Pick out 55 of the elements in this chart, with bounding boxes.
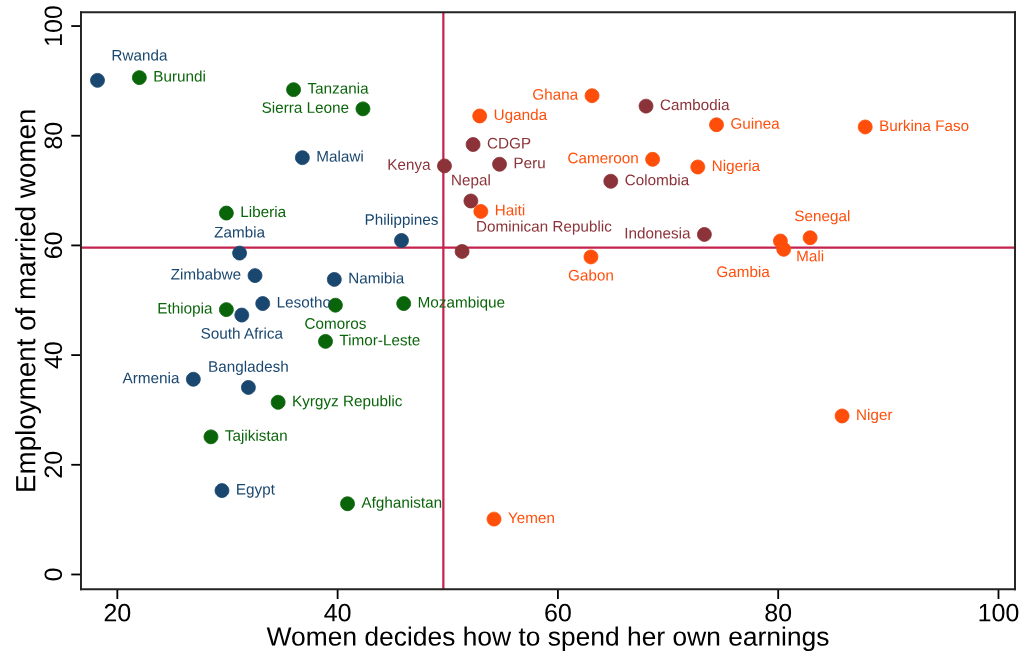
annotation: Kenya [388,159,431,174]
annotation: Ghana [533,88,579,100]
annotation: CDGP [487,137,531,149]
annotation: Nigeria [712,159,761,175]
annotation: Timor-Leste [339,334,420,346]
annotation: Senegal [794,210,850,225]
annotation: Peru [514,157,545,169]
annotation: Cambodia [660,98,730,111]
annotation: Zimbabwe [171,268,241,280]
y-tick-label: 100 [44,6,63,45]
annotation: Gabon [568,269,613,281]
x-tick-label: 40 [324,603,351,622]
annotation: Bangladesh [209,360,288,375]
y-tick-label: 20 [44,451,63,478]
annotation: Namibia [349,272,405,284]
annotation: Zambia [214,226,266,238]
annotation: Dominican Republic [477,220,612,235]
annotation: Sierra Leone [262,101,349,113]
annotation: Egypt [237,484,275,498]
annotation: Yemen [508,512,554,524]
x-tick-label: 100 [979,603,1019,622]
x-tick-label: 20 [104,603,131,622]
annotation: Tanzania [307,82,369,94]
annotation: Kyrgyz Republic [293,395,403,410]
annotation: Rwanda [112,49,168,61]
annotation: Cameroon [568,152,638,164]
y-tick-label: 60 [44,232,63,259]
y-tick-label: 80 [44,122,63,149]
annotation: Philippines [365,213,438,228]
x-axis-title: Women decides how to spend her own earnings [266,626,829,652]
annotation: Mali [797,250,824,262]
x-tick-label: 80 [765,603,792,622]
x-tick-label: 60 [545,603,571,622]
y-tick-label: 0 [44,568,63,581]
annotation: Indonesia [625,227,691,239]
annotation: Malawi [317,150,363,162]
annotation: Colombia [625,174,690,186]
annotation: Afghanistan [361,496,442,511]
annotation: Liberia [241,205,287,218]
annotation: Niger [857,408,893,424]
annotation: Ethiopia [158,302,213,317]
annotation: Uganda [494,108,548,124]
annotation: Guinea [731,117,780,129]
annotation: Armenia [122,372,180,384]
annotation: Nepal [452,174,490,189]
annotation: South Africa [201,327,283,339]
y-axis-title: Employment of married women [15,110,42,491]
y-tick-label: 40 [44,342,63,369]
annotation: Tajikistan [225,429,287,444]
annotation: Comoros [305,318,366,329]
annotation: Haiti [495,204,525,216]
annotation: Gambia [717,265,770,278]
annotation: Burkina Faso [880,119,969,132]
annotation: Burundi [154,70,205,82]
annotation: Lesotho [277,296,331,308]
